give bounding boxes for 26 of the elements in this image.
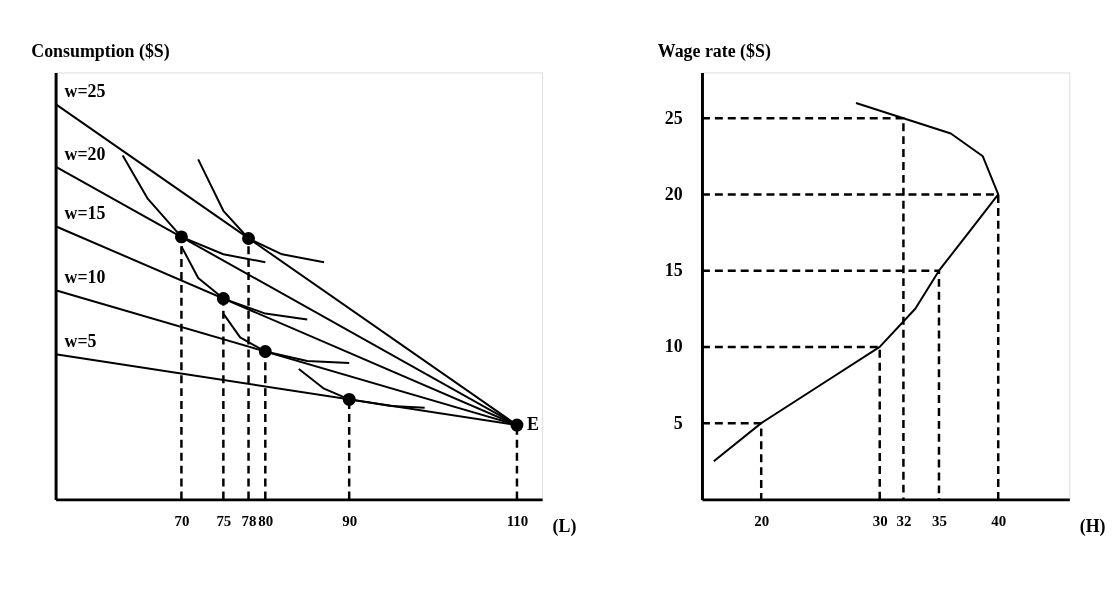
x-tick-label: 40 bbox=[991, 512, 1007, 529]
annotation: E bbox=[526, 414, 539, 435]
x-tick-label: 75 bbox=[216, 512, 232, 529]
y-tick-label: 10 bbox=[664, 336, 683, 357]
series-label: w=5 bbox=[64, 331, 97, 352]
y-axis-title: Wage rate ($S) bbox=[657, 41, 771, 63]
x-tick-label: 90 bbox=[342, 512, 358, 529]
x-tick-label: 30 bbox=[872, 512, 888, 529]
x-axis-title: (L) bbox=[552, 515, 577, 537]
x-tick-label: 78 bbox=[241, 512, 257, 529]
series-label: w=20 bbox=[64, 143, 106, 164]
y-tick-label: 15 bbox=[664, 260, 683, 281]
x-tick-label: 32 bbox=[896, 512, 912, 529]
y-axis-title: Consumption ($S) bbox=[31, 41, 170, 63]
x-tick-label: 35 bbox=[932, 512, 947, 529]
series-label: w=10 bbox=[64, 267, 106, 288]
y-tick-label: 25 bbox=[664, 107, 683, 128]
series-label: w=15 bbox=[64, 203, 106, 224]
y-tick-label: 20 bbox=[664, 183, 683, 204]
x-tick-label: 70 bbox=[174, 512, 190, 529]
y-tick-label: 5 bbox=[673, 412, 683, 433]
x-tick-label: 20 bbox=[754, 512, 770, 529]
x-axis-title: (H) bbox=[1079, 515, 1106, 537]
x-tick-label: 80 bbox=[258, 512, 274, 529]
series-label: w=25 bbox=[64, 81, 106, 102]
x-tick-label: 110 bbox=[506, 512, 529, 529]
